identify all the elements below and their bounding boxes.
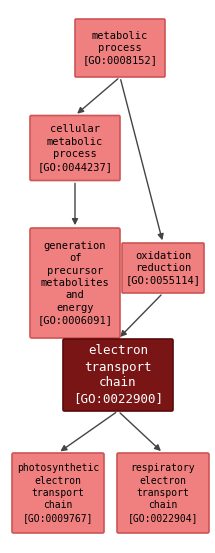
FancyBboxPatch shape [63, 339, 173, 411]
Text: respiratory
electron
transport
chain
[GO:0022904]: respiratory electron transport chain [GO… [128, 463, 198, 523]
Text: oxidation
reduction
[GO:0055114]: oxidation reduction [GO:0055114] [126, 251, 201, 285]
Text: photosynthetic
electron
transport
chain
[GO:0009767]: photosynthetic electron transport chain … [17, 463, 99, 523]
FancyBboxPatch shape [75, 19, 165, 77]
FancyBboxPatch shape [122, 243, 204, 293]
FancyBboxPatch shape [30, 116, 120, 180]
FancyBboxPatch shape [30, 228, 120, 338]
FancyBboxPatch shape [117, 453, 209, 533]
Text: metabolic
process
[GO:0008152]: metabolic process [GO:0008152] [83, 30, 158, 65]
Text: electron
transport
chain
[GO:0022900]: electron transport chain [GO:0022900] [73, 345, 163, 405]
FancyBboxPatch shape [12, 453, 104, 533]
Text: cellular
metabolic
process
[GO:0044237]: cellular metabolic process [GO:0044237] [37, 124, 112, 171]
Text: generation
of
precursor
metabolites
and
energy
[GO:0006091]: generation of precursor metabolites and … [37, 241, 112, 325]
